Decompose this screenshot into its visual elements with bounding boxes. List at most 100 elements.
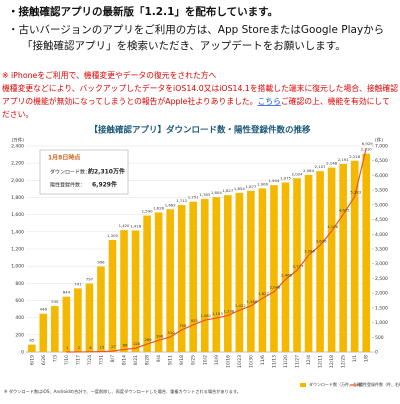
x-tick-label: 7/24	[87, 355, 93, 365]
line-value-label: 1,238	[223, 309, 234, 314]
line-value-label: 3,285	[304, 248, 315, 253]
notice-area	[0, 0, 400, 62]
x-tick-label: 7/3	[52, 355, 58, 362]
x-tick-label: 10/30	[248, 355, 254, 368]
bar	[189, 201, 198, 352]
x-tick-label: 8/7	[110, 355, 116, 362]
bar	[27, 344, 36, 352]
bar	[143, 215, 151, 352]
x-tick-label: 6/19	[29, 355, 35, 365]
y-tick-label: 1,200	[11, 247, 24, 253]
bar-value-label: 2,148	[326, 161, 337, 166]
y2-tick-label: 2,500	[375, 276, 388, 282]
bar	[131, 230, 140, 352]
y-tick-label: 200	[15, 332, 24, 338]
x-tick-label: 12/4	[306, 355, 312, 365]
info-box	[39, 149, 129, 195]
x-tick-label: 9/25	[191, 355, 197, 365]
y-tick-label: 1,400	[11, 229, 24, 235]
y2-tick-label: 4,500	[375, 217, 388, 223]
bar-value-label: 797	[86, 277, 94, 282]
y2-tick-label: 6,500	[375, 158, 388, 164]
line-value-label: 1,422	[235, 303, 246, 308]
chart-title: 【接触確認アプリ】ダウンロード数・陽性登録件数の推移	[89, 125, 311, 136]
bar	[39, 313, 48, 352]
line-value-label: 5,283	[350, 190, 361, 195]
x-tick-label: 12/25	[341, 355, 347, 368]
bar	[224, 195, 232, 352]
bar-value-label: 1,804	[211, 190, 222, 195]
bar	[339, 163, 347, 352]
bar-value-label: 1,712	[176, 198, 187, 203]
bar	[154, 212, 163, 352]
warning-text: アプリの機能が無効になってしまうとの報告がApple社よりありました。	[2, 96, 257, 106]
y2-tick-label: 5,500	[375, 188, 388, 194]
info-label: 陽性登録件数：	[50, 182, 85, 189]
warning-line: 機種変更などにより、バックアップしたデータをiOS14.0又はiOS14.1を搭…	[2, 83, 398, 93]
bar	[293, 178, 301, 352]
line-value-label: 2,048	[270, 285, 281, 290]
y-tick-label: 400	[15, 315, 24, 321]
bar	[166, 209, 174, 352]
bar	[350, 160, 359, 352]
bar	[258, 188, 267, 352]
line-value-label: 6	[89, 345, 92, 350]
line-value-label: 2,468	[281, 272, 292, 277]
x-tick-label: 10/2	[202, 355, 208, 365]
bar	[97, 266, 105, 352]
bar	[62, 296, 71, 352]
y2-tick-label: 0	[375, 350, 378, 356]
line-value-label: 1,566	[246, 299, 257, 304]
bar	[200, 198, 209, 352]
link[interactable]: こちら	[257, 97, 280, 106]
line-value-label: 269	[144, 337, 152, 342]
footnote: ※ ダウンロード数はiOS、Androidの合計で、一度削除し、再度ダウンロード…	[4, 388, 241, 395]
notice-line: 「接触確認アプリ」を検索いただき、アップデートをお願いします。	[22, 39, 346, 52]
line-value-label: 750	[179, 323, 187, 328]
x-tick-label: 6/26	[41, 355, 47, 365]
bar	[247, 190, 255, 352]
bar	[85, 283, 94, 352]
y-tick-label: 800	[15, 281, 24, 287]
bar-value-label: 996	[97, 260, 105, 265]
x-tick-label: 8/21	[133, 355, 139, 365]
x-tick-label: 11/20	[283, 355, 289, 368]
line-value-label: 3,626	[316, 238, 327, 243]
x-tick-label: 9/18	[179, 355, 185, 365]
bar	[212, 197, 221, 352]
line-value-label: 1,827	[258, 291, 269, 296]
y2-tick-label: 6,000	[375, 173, 388, 179]
y-tick-label: 600	[15, 298, 24, 304]
y-tick-label: 2,400	[11, 144, 24, 150]
line-value-label: 2	[78, 345, 81, 350]
bar	[108, 239, 117, 352]
y-tick-label: 1,000	[11, 264, 24, 270]
line-value-label: 4,106	[327, 224, 338, 229]
bar	[235, 192, 244, 352]
bar-value-label: 2,024	[292, 171, 303, 176]
line-value-label: 2,777	[293, 263, 304, 268]
info-label: ダウンロード数：	[50, 169, 90, 176]
y-tick-label: 2,000	[11, 178, 24, 184]
y-tick-label: 1,800	[11, 195, 24, 201]
warning-line: アプリの機能が無効になってしまうとの報告がApple社よりありました。こちらご確…	[2, 96, 390, 106]
bar	[281, 182, 290, 352]
y-tick-label: 1,600	[11, 212, 24, 218]
notice-line: ・接触確認アプリの最新版「1.2.1」を配布しています。	[8, 5, 278, 18]
bar-value-label: 1,590	[142, 209, 153, 214]
bar-value-label: 644	[63, 290, 71, 295]
line-value-label: 86	[123, 342, 128, 347]
bar-value-label: 1,906	[257, 181, 268, 186]
x-tick-label: 10/23	[237, 355, 243, 368]
x-tick-label: 8/28	[145, 355, 151, 365]
bar-value-label: 2,064	[303, 168, 314, 173]
warning-line: ださい。	[2, 110, 33, 119]
bar-value-label: 1,663	[165, 202, 176, 207]
x-tick-label: 7/10	[64, 355, 70, 365]
x-tick-label: 7/31	[98, 355, 104, 365]
chart: 0 200 400 600 800 1,000 1,200 1,400 1,600 1,800 2,…	[11, 137, 400, 387]
info-date: 1月8日時点	[48, 154, 80, 162]
line-value-label: 4,675	[339, 207, 350, 212]
bar	[270, 185, 278, 352]
line-value-label: 923	[191, 318, 199, 323]
